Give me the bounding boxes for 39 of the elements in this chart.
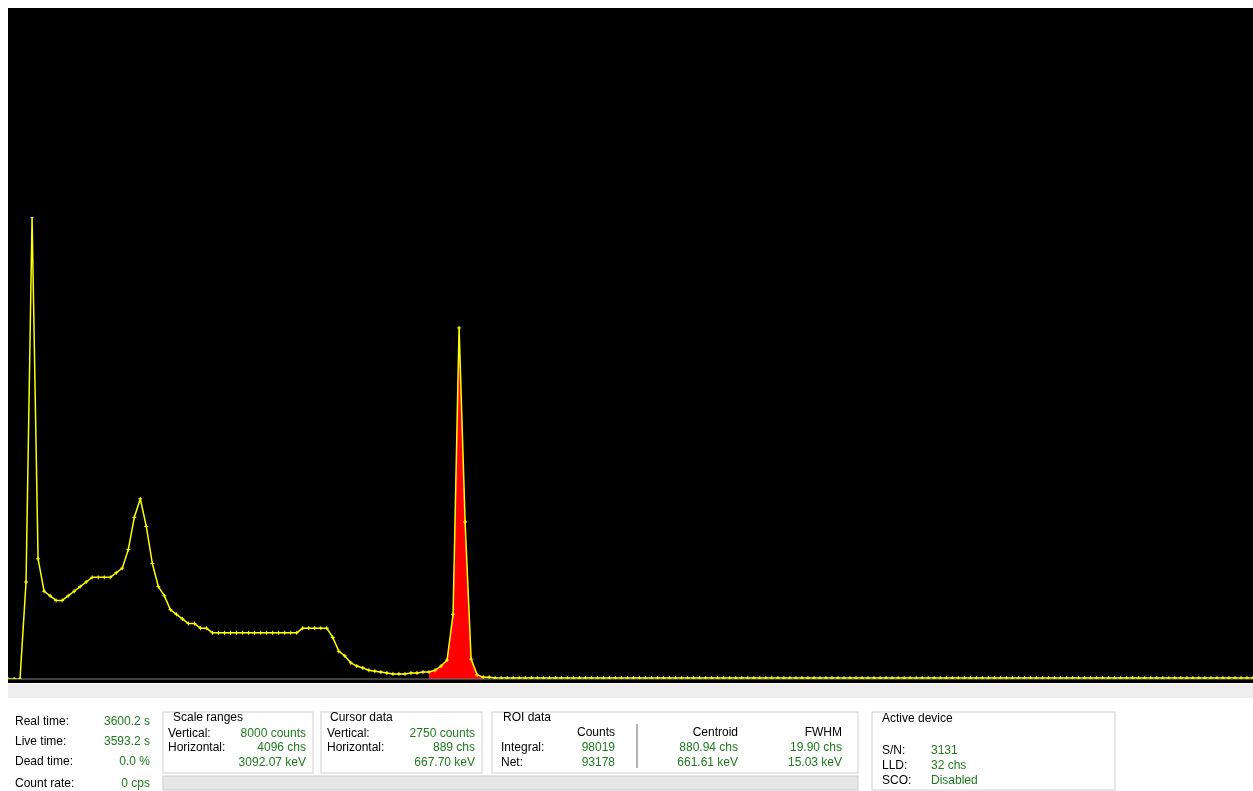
- text: 98019: [581, 740, 616, 754]
- text: FWHM: [804, 725, 842, 739]
- text: 3593.2 s: [103, 734, 150, 748]
- text: Vertical:: [168, 726, 211, 740]
- text: 2750 counts: [409, 726, 475, 740]
- text: 3092.07 keV: [238, 755, 306, 769]
- text: Counts: [576, 725, 615, 739]
- text: 0 cps: [121, 776, 150, 790]
- text: 93178: [581, 755, 616, 769]
- text: Active device: [882, 711, 954, 725]
- text: 0.0 %: [119, 754, 151, 768]
- text: Centroid: [692, 725, 738, 739]
- text: Disabled: [931, 773, 978, 787]
- text: Real time:: [15, 714, 70, 728]
- text: 661.61 keV: [677, 755, 738, 769]
- text: Cursor data: [330, 710, 394, 724]
- text: 880.94 chs: [679, 740, 738, 754]
- text: Net:: [501, 755, 524, 769]
- text: Horizontal:: [327, 740, 385, 754]
- text: Horizontal:: [168, 740, 226, 754]
- text: Dead time:: [15, 754, 74, 768]
- text: 3600.2 s: [103, 714, 150, 728]
- text: Live time:: [15, 734, 67, 748]
- text: 667.70 keV: [414, 755, 475, 769]
- text: 8000 counts: [240, 726, 306, 740]
- text: S/N:: [882, 743, 906, 757]
- text: 4096 chs: [257, 740, 306, 754]
- text: Count rate:: [15, 776, 75, 790]
- text: Integral:: [501, 740, 545, 754]
- text: 889 chs: [432, 740, 475, 754]
- text: 3131: [931, 743, 959, 757]
- text: 32 chs: [931, 758, 967, 772]
- text: Scale ranges: [173, 710, 244, 724]
- text: Vertical:: [327, 726, 370, 740]
- text: LLD:: [882, 758, 908, 772]
- text: 15.03 keV: [787, 755, 842, 769]
- text: SCO:: [882, 773, 912, 787]
- text: ROI data: [503, 710, 552, 724]
- text: 19.90 chs: [789, 740, 842, 754]
